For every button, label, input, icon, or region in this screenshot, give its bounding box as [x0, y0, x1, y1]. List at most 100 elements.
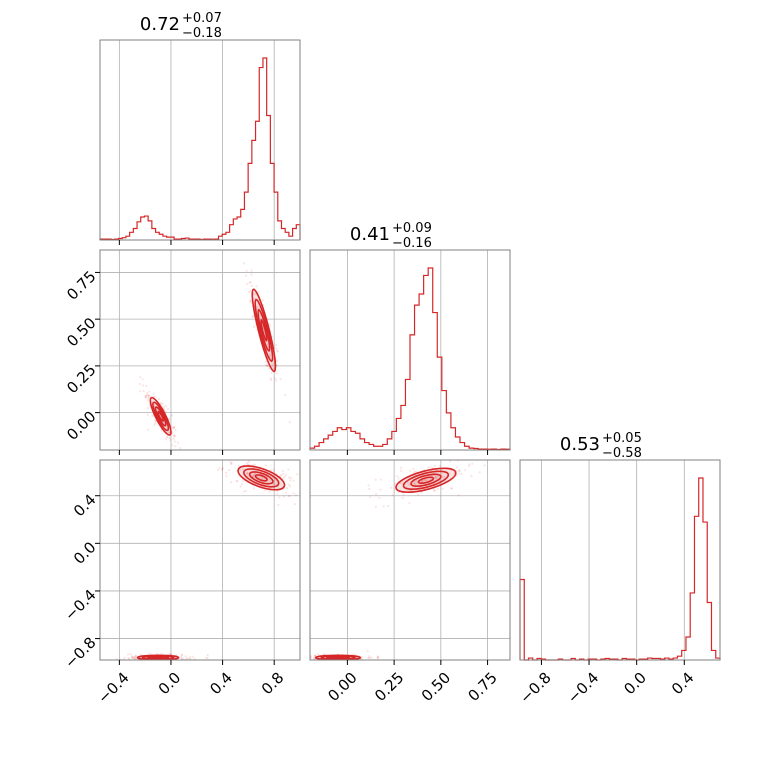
sample-point [268, 355, 272, 358]
sample-point [131, 656, 134, 660]
sample-point [258, 457, 260, 459]
sample-point [253, 297, 256, 300]
y-tick-label: 0.4 [70, 491, 100, 521]
sample-point [264, 464, 267, 467]
sample-point [434, 489, 437, 493]
sample-point [282, 477, 285, 480]
panel-title-value: 0.53 [560, 434, 600, 455]
sample-point [282, 472, 285, 476]
sample-point [284, 393, 287, 397]
sample-point [273, 479, 276, 482]
sample-point [146, 406, 150, 410]
sample-point [376, 655, 379, 658]
histogram-panel-1: 0.41 +0.09−0.16 [309, 221, 511, 455]
density-contour [152, 401, 170, 432]
sample-point [250, 273, 253, 276]
sample-point [144, 395, 148, 398]
sample-point [312, 657, 316, 660]
sample-point [205, 656, 208, 660]
sample-point [257, 290, 260, 294]
sample-point [229, 481, 233, 484]
sample-point [441, 475, 444, 479]
sample-point [414, 482, 417, 485]
sample-point [249, 299, 252, 302]
x-tick-label: 0.0 [155, 669, 185, 699]
sample-point [247, 475, 250, 478]
joint-marks [138, 205, 291, 450]
sample-point [146, 399, 150, 402]
sample-point [225, 471, 228, 474]
sample-point [379, 478, 382, 481]
sample-point [170, 414, 174, 417]
sample-point [396, 475, 399, 478]
sample-point [180, 653, 183, 656]
sample-point [132, 655, 135, 659]
sample-point [281, 469, 285, 473]
x-tick-label: 0.25 [371, 669, 407, 705]
sample-point [435, 476, 438, 479]
sample-point [412, 481, 415, 485]
sample-point [141, 384, 145, 387]
sample-point [269, 324, 272, 327]
sample-point [236, 480, 239, 483]
sample-point [288, 421, 291, 424]
sample-point [310, 656, 313, 659]
sample-point [161, 661, 163, 663]
sample-point [241, 469, 244, 472]
x-tick-label: 0.4 [668, 669, 698, 699]
sample-point [471, 462, 474, 465]
sample-point [458, 469, 461, 472]
sample-point [169, 438, 172, 442]
sample-point [302, 657, 304, 659]
density-contour [254, 298, 274, 363]
sample-point [458, 472, 461, 475]
sample-point [478, 471, 481, 474]
sample-point [166, 436, 169, 439]
sample-point [191, 655, 194, 658]
sample-point [179, 447, 182, 450]
sample-point [129, 653, 132, 656]
sample-point [154, 420, 157, 423]
sample-point [402, 493, 405, 496]
panel-title-plus: +0.05 [602, 431, 642, 446]
sample-point [153, 423, 156, 427]
sample-point [284, 474, 287, 477]
sample-point [188, 656, 191, 659]
sample-point [409, 469, 412, 472]
sample-point [206, 653, 209, 657]
sample-point [393, 482, 396, 485]
sample-point [447, 455, 449, 457]
sample-point [225, 205, 227, 207]
sample-point [270, 469, 273, 472]
sample-point [275, 379, 278, 382]
sample-point [303, 655, 305, 657]
sample-point [376, 656, 380, 659]
sample-point [144, 396, 147, 400]
panel-title-minus: −0.18 [182, 26, 222, 41]
sample-point [415, 480, 418, 483]
y-tick-label: 0.00 [63, 407, 99, 443]
sample-point [147, 394, 151, 397]
sample-point [375, 493, 378, 496]
x-tick-label: 0.50 [418, 669, 454, 705]
sample-point [270, 371, 273, 374]
sample-point [434, 475, 437, 478]
sample-point [255, 307, 259, 310]
sample-point [255, 285, 258, 288]
joint-frame [309, 459, 511, 661]
sample-point [172, 437, 176, 440]
sample-point [275, 364, 279, 367]
sample-point [283, 475, 286, 479]
sample-point [272, 468, 276, 471]
sample-point [426, 466, 430, 469]
sample-point [171, 426, 174, 429]
sample-point [289, 479, 292, 482]
sample-point [173, 434, 176, 437]
sample-point [303, 657, 305, 659]
sample-point [417, 493, 420, 496]
sample-point [145, 393, 148, 396]
histogram-frame [99, 39, 301, 241]
sample-point [434, 476, 437, 479]
sample-point [453, 472, 456, 475]
